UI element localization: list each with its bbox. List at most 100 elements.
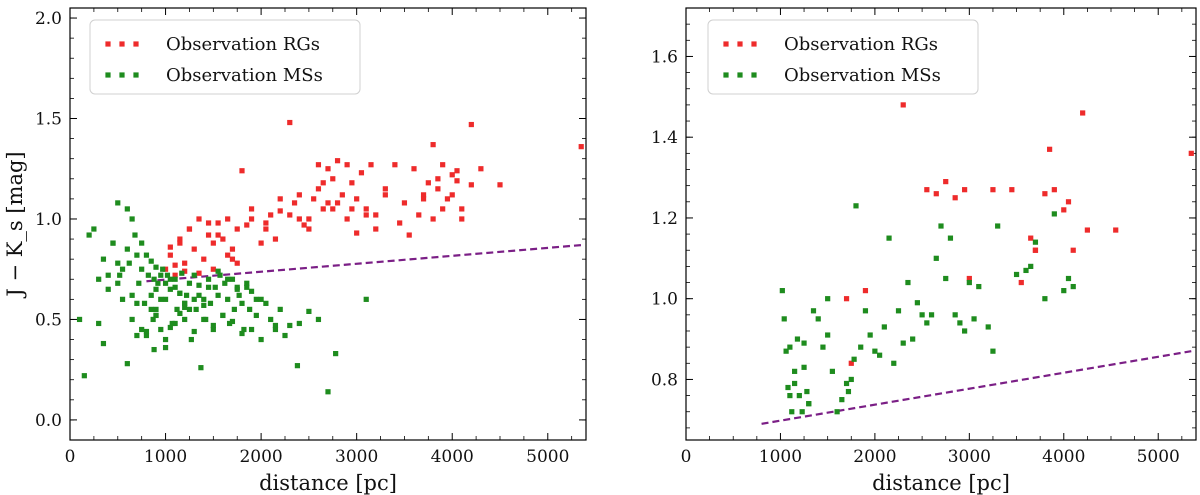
data-point <box>191 272 197 278</box>
data-point <box>1051 187 1057 193</box>
data-point <box>263 226 269 232</box>
data-point <box>320 180 326 186</box>
data-point <box>354 196 360 202</box>
data-point <box>358 170 365 176</box>
data-point <box>794 336 801 342</box>
data-point <box>962 187 968 193</box>
legend: Observation RGs Observation MSs <box>707 19 979 95</box>
data-point <box>943 179 949 185</box>
data-point <box>806 401 812 407</box>
data-point <box>229 318 236 325</box>
data-point <box>158 326 164 333</box>
x-tick-label: 5000 <box>1137 447 1180 467</box>
data-point <box>182 260 188 266</box>
series-mss <box>76 200 369 395</box>
data-point <box>193 306 199 312</box>
data-point <box>787 344 793 350</box>
y-tick-label: 1.2 <box>651 209 678 229</box>
data-point <box>263 220 269 226</box>
legend-marker <box>751 72 757 78</box>
data-point <box>115 280 121 286</box>
x-tick-label: 0 <box>65 447 76 467</box>
data-point <box>119 296 126 302</box>
series-mss <box>779 203 1076 415</box>
plot-area <box>761 102 1194 425</box>
data-point <box>244 284 250 290</box>
data-point <box>829 368 835 374</box>
data-point <box>253 296 259 302</box>
data-point <box>277 208 283 214</box>
legend-box <box>89 19 361 95</box>
data-point <box>416 212 422 218</box>
data-point <box>139 240 145 246</box>
data-point <box>169 320 175 327</box>
data-point <box>815 316 821 322</box>
data-point <box>334 158 341 164</box>
data-point <box>783 348 789 354</box>
data-point <box>468 121 474 128</box>
data-point <box>990 348 996 354</box>
data-point <box>420 196 427 202</box>
data-point <box>459 206 465 212</box>
data-point <box>881 324 887 330</box>
data-point <box>867 332 873 338</box>
data-point <box>151 346 157 353</box>
data-point <box>191 296 197 302</box>
data-point <box>779 288 785 294</box>
data-point <box>234 260 240 266</box>
data-point <box>1013 271 1020 278</box>
data-point <box>339 192 345 198</box>
data-point <box>150 316 156 323</box>
data-point <box>248 326 255 333</box>
data-point <box>952 195 958 201</box>
data-point <box>363 212 369 218</box>
data-point <box>225 252 231 258</box>
data-point <box>110 240 116 246</box>
data-point <box>966 275 972 282</box>
data-point <box>311 196 317 202</box>
data-point <box>895 308 902 314</box>
data-point <box>225 216 231 222</box>
data-point <box>172 262 178 268</box>
y-tick-label: 1.4 <box>651 128 678 148</box>
data-point <box>1188 150 1194 156</box>
data-point <box>1028 235 1034 241</box>
data-point <box>1084 227 1090 233</box>
x-tick-label: 3000 <box>335 447 378 467</box>
data-point <box>952 312 958 318</box>
data-point <box>1061 207 1067 213</box>
boundary-line <box>146 244 582 283</box>
data-point <box>296 216 302 222</box>
data-point <box>220 236 226 242</box>
data-point <box>834 409 840 415</box>
data-point <box>191 328 197 335</box>
right-panel: 0 1000 2000 3000 4000 5000 0.8 1.0 1.2 1.4 1.6 dist… <box>651 7 1197 495</box>
data-point <box>143 252 150 258</box>
data-point <box>167 244 173 250</box>
data-point <box>810 308 817 314</box>
data-point <box>207 300 214 306</box>
data-point <box>910 336 916 342</box>
data-point <box>933 191 939 197</box>
data-point <box>182 268 188 274</box>
legend-label: Observation MSs <box>166 65 323 86</box>
data-point <box>440 162 446 168</box>
x-tick-label: 2000 <box>853 447 896 467</box>
data-point <box>1047 146 1053 152</box>
data-point <box>231 306 237 312</box>
data-point <box>781 316 787 322</box>
data-point <box>177 236 183 242</box>
data-point <box>145 272 151 278</box>
data-point <box>296 192 302 198</box>
data-point <box>201 256 207 262</box>
data-point <box>225 296 231 302</box>
data-point <box>1061 288 1067 294</box>
data-point <box>363 296 369 302</box>
data-point <box>215 232 221 238</box>
data-point <box>167 252 173 258</box>
data-point <box>210 240 216 246</box>
data-point <box>158 272 164 278</box>
data-point <box>373 212 379 218</box>
data-point <box>478 166 484 172</box>
data-point <box>373 226 379 232</box>
